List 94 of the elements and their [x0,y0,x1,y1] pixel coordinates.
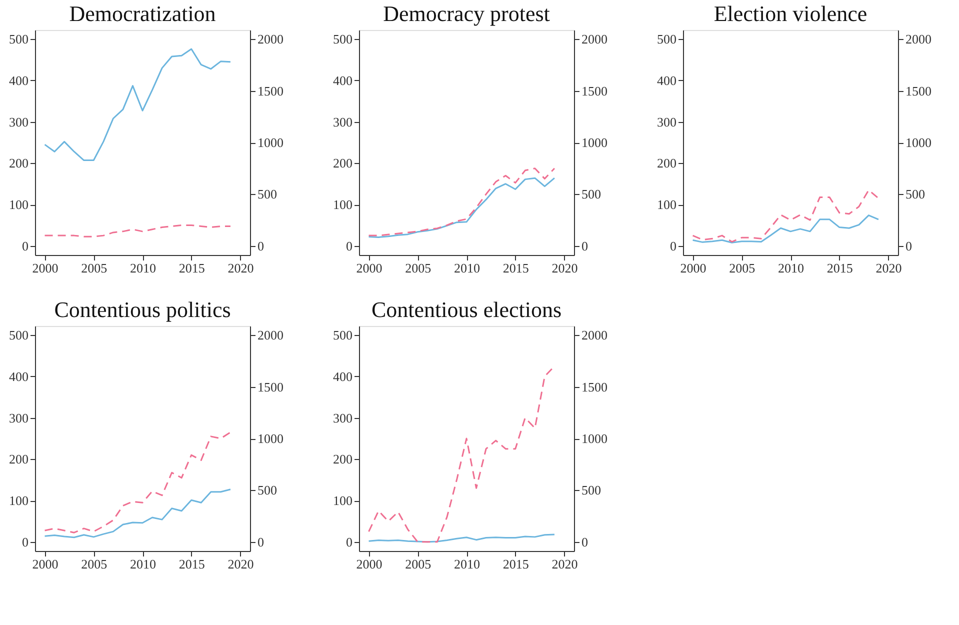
x-tick-label: 2015 [502,260,529,276]
y2-tick-label: 2000 [582,328,608,343]
x-tick-label: 2020 [552,556,578,572]
x-tick-label: 2020 [228,556,254,572]
y-tick-label: 300 [657,114,676,130]
line-series [44,224,232,238]
y2-tick-label: 1500 [906,83,932,98]
y-tick-label: 500 [9,328,28,343]
y2-tick-label: 500 [258,482,277,498]
y-tick-label: 500 [333,328,352,343]
y2-tick-label: 0 [582,534,588,550]
y2-tick-label: 1000 [582,431,608,446]
y2-tick-label: 1500 [582,83,608,98]
y-tick-label: 100 [9,493,28,508]
x-tick-label: 2000 [356,260,382,276]
y2-tick-label: 0 [906,238,912,254]
line-series [44,488,232,538]
x-tick-label: 2010 [454,260,480,276]
chart-title: Democratization [69,1,216,26]
y2-tick-label: 500 [906,186,925,202]
x-tick-label: 2020 [876,260,902,276]
x-tick-label: 2015 [826,260,853,276]
y-tick-label: 400 [333,368,352,384]
y2-tick-label: 1000 [582,135,608,150]
y-tick-label: 0 [22,238,28,254]
y2-tick-label: 1000 [906,135,932,150]
line-series [368,168,556,236]
y2-tick-label: 2000 [258,328,284,343]
chart-title: Democracy protest [383,1,550,26]
line-series [692,214,880,244]
y2-tick-label: 2000 [582,32,608,47]
y-tick-label: 400 [9,368,28,384]
y-tick-label: 200 [333,452,352,467]
chart-title: Contentious politics [54,297,231,322]
x-tick-label: 2005 [405,260,432,276]
y-tick-label: 200 [9,452,28,467]
y2-tick-label: 500 [258,186,277,202]
chart-title: Contentious elections [371,297,562,322]
y2-tick-label: 1500 [258,379,284,394]
y-tick-label: 300 [9,410,28,426]
x-tick-label: 2015 [178,556,205,572]
y-tick-label: 500 [9,32,28,47]
y2-tick-label: 1000 [258,135,284,150]
y2-tick-label: 0 [582,238,588,254]
x-tick-label: 2015 [178,260,205,276]
y-tick-label: 200 [9,156,28,171]
x-tick-label: 2010 [130,260,156,276]
line-series [368,534,556,543]
y2-tick-label: 0 [258,534,264,550]
line-series [44,48,232,162]
x-tick-label: 2000 [32,556,58,572]
y-tick-label: 100 [9,197,28,212]
y2-tick-label: 1500 [582,379,608,394]
y-tick-label: 200 [657,156,676,171]
y2-tick-label: 500 [582,482,601,498]
y2-tick-label: 500 [582,186,601,202]
y2-tick-label: 0 [258,238,264,254]
x-tick-label: 2020 [228,260,254,276]
y-tick-label: 100 [657,197,676,212]
y-tick-label: 300 [333,114,352,130]
line-series [368,177,556,238]
y-tick-label: 400 [9,72,28,88]
x-tick-label: 2000 [32,260,58,276]
x-tick-label: 2010 [778,260,804,276]
x-tick-label: 2005 [729,260,756,276]
x-tick-label: 2005 [405,556,432,572]
line-series [44,432,232,534]
y-tick-label: 100 [333,493,352,508]
y-tick-label: 100 [333,197,352,212]
y2-tick-label: 2000 [258,32,284,47]
y-tick-label: 0 [670,238,676,254]
y-tick-label: 500 [657,32,676,47]
x-tick-label: 2005 [81,556,108,572]
y-tick-label: 200 [333,156,352,171]
y-tick-label: 400 [657,72,676,88]
y2-tick-label: 1000 [258,431,284,446]
y-tick-label: 400 [333,72,352,88]
x-tick-label: 2005 [81,260,108,276]
y-tick-label: 0 [346,534,352,550]
y2-tick-label: 2000 [906,32,932,47]
x-tick-label: 2000 [356,556,382,572]
x-tick-label: 2020 [552,260,578,276]
x-tick-label: 2000 [680,260,706,276]
y-tick-label: 500 [333,32,352,47]
y2-tick-label: 1500 [258,83,284,98]
x-tick-label: 2015 [502,556,529,572]
y-tick-label: 300 [9,114,28,130]
y-tick-label: 300 [333,410,352,426]
x-tick-label: 2010 [130,556,156,572]
chart-title: Election violence [714,1,868,26]
x-tick-label: 2010 [454,556,480,572]
line-series [692,189,880,243]
y-tick-label: 0 [22,534,28,550]
y-tick-label: 0 [346,238,352,254]
